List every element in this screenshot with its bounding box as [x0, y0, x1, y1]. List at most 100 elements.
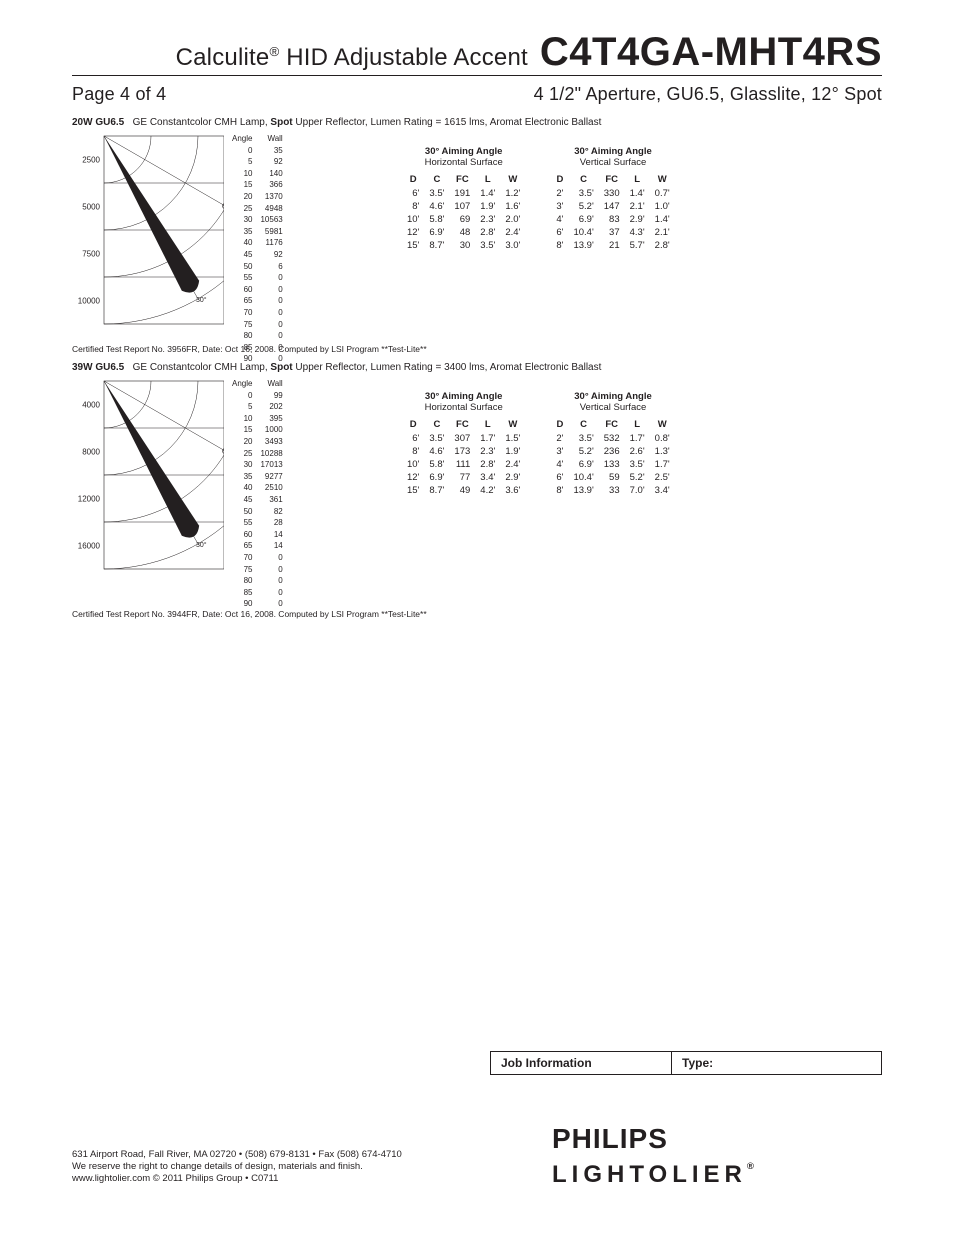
- data-cell: 37: [599, 226, 625, 239]
- data-cell: 2.8': [475, 226, 500, 239]
- svg-text:8000: 8000: [82, 448, 100, 457]
- aiming-title-v1: 30° Aiming Angle: [551, 146, 674, 157]
- angle-cell: 40: [232, 483, 258, 493]
- data-cell: 107: [449, 200, 475, 213]
- data-cell: 236: [599, 445, 625, 458]
- data-cell: 2.4': [500, 458, 525, 471]
- col-header: W: [650, 174, 675, 187]
- data-cell: 1.0': [650, 200, 675, 213]
- brand-block: PHILIPS LIGHTOLIER®: [552, 1123, 862, 1189]
- data-cell: 5.2': [625, 471, 650, 484]
- data-cell: 3': [551, 200, 568, 213]
- data-cell: 2.8': [650, 239, 675, 252]
- angle-header: Angle: [232, 134, 258, 144]
- wall-header: Wall: [260, 379, 288, 389]
- wall-cell: 0: [260, 576, 288, 586]
- angle-cell: 65: [232, 296, 258, 306]
- aiming-title-v2: 30° Aiming Angle: [551, 391, 674, 402]
- svg-text:10000: 10000: [78, 297, 101, 306]
- data-cell: 77: [449, 471, 475, 484]
- angle-cell: 40: [232, 238, 258, 248]
- col-header: W: [650, 419, 675, 432]
- wall-cell: 0: [260, 308, 288, 318]
- wall-cell: 82: [260, 507, 288, 517]
- data-cell: 6.9': [424, 471, 449, 484]
- page-number: Page 4 of 4: [72, 84, 166, 105]
- data-cell: 2.5': [650, 471, 675, 484]
- product-line: Calculite® HID Adjustable Accent: [176, 44, 528, 72]
- data-cell: 5.7': [625, 239, 650, 252]
- data-cell: 4': [551, 458, 568, 471]
- wall-cell: 0: [260, 285, 288, 295]
- data-cell: 2.9': [625, 213, 650, 226]
- data-cell: 48: [449, 226, 475, 239]
- table-row: 6'3.5'3071.7'1.5': [402, 432, 525, 445]
- data-cell: 147: [599, 200, 625, 213]
- aiming-tables-1: 30° Aiming Angle Horizontal Surface DCFC…: [402, 146, 675, 252]
- svg-text:16000: 16000: [78, 542, 101, 551]
- table-row: 4'6.9'832.9'1.4': [551, 213, 674, 226]
- angle-cell: 5: [232, 157, 258, 167]
- angle-cell: 50: [232, 262, 258, 272]
- footer: Job Information Type: 631 Airport Road, …: [72, 1149, 882, 1185]
- angle-cell: 70: [232, 553, 258, 563]
- svg-text:30°: 30°: [196, 541, 207, 549]
- data-cell: 49: [449, 484, 475, 497]
- angle-cell: 90: [232, 354, 258, 364]
- product-line-suffix: HID Adjustable Accent: [279, 44, 528, 71]
- data-cell: 1.6': [500, 200, 525, 213]
- section1-lamp: 20W GU6.5: [72, 117, 124, 128]
- data-cell: 12': [402, 226, 424, 239]
- angle-cell: 20: [232, 437, 258, 447]
- wall-cell: 9277: [260, 472, 288, 482]
- angle-cell: 0: [232, 146, 258, 156]
- data-cell: 1.7': [650, 458, 675, 471]
- data-cell: 3': [551, 445, 568, 458]
- wall-cell: 0: [260, 599, 288, 609]
- data-cell: 6': [402, 187, 424, 200]
- data-cell: 1.9': [500, 445, 525, 458]
- wall-cell: 395: [260, 414, 288, 424]
- col-header: C: [424, 419, 449, 432]
- data-cell: 4.3': [625, 226, 650, 239]
- data-cell: 2.1': [650, 226, 675, 239]
- table-row: 8'13.9'215.7'2.8': [551, 239, 674, 252]
- svg-text:60°: 60°: [222, 202, 224, 210]
- data-cell: 330: [599, 187, 625, 200]
- angle-cell: 45: [232, 250, 258, 260]
- data-cell: 4': [551, 213, 568, 226]
- wall-cell: 99: [260, 391, 288, 401]
- aiming-title-h1: 30° Aiming Angle: [402, 146, 525, 157]
- section2-footnote: Certified Test Report No. 3944FR, Date: …: [72, 609, 882, 619]
- data-cell: 2.9': [500, 471, 525, 484]
- data-cell: 3.5': [424, 432, 449, 445]
- svg-text:2500: 2500: [82, 156, 100, 165]
- wall-cell: 0: [260, 553, 288, 563]
- data-cell: 3.4': [475, 471, 500, 484]
- aiming-sub-h1: Horizontal Surface: [402, 157, 525, 168]
- data-cell: 3.0': [500, 239, 525, 252]
- angle-cell: 30: [232, 215, 258, 225]
- data-cell: 3.5': [475, 239, 500, 252]
- brand-lightolier: LIGHTOLIER®: [552, 1161, 862, 1189]
- angle-cell: 5: [232, 402, 258, 412]
- table-row: 12'6.9'482.8'2.4': [402, 226, 525, 239]
- angle-cell: 70: [232, 308, 258, 318]
- col-header: L: [625, 174, 650, 187]
- data-cell: 307: [449, 432, 475, 445]
- polar-plot-2: 40008000120001600030°60°: [72, 377, 224, 592]
- svg-text:5000: 5000: [82, 203, 100, 212]
- col-header: D: [551, 419, 568, 432]
- table-row: 6'10.4'374.3'2.1': [551, 226, 674, 239]
- wall-cell: 10288: [260, 449, 288, 459]
- table-row: 2'3.5'3301.4'0.7': [551, 187, 674, 200]
- footer-addr1: 631 Airport Road, Fall River, MA 02720 •…: [72, 1149, 452, 1161]
- table-row: 10'5.8'692.3'2.0': [402, 213, 525, 226]
- wall-cell: 10563: [260, 215, 288, 225]
- data-cell: 2.3': [475, 213, 500, 226]
- data-cell: 1.9': [475, 200, 500, 213]
- data-cell: 4.2': [475, 484, 500, 497]
- wall-cell: 14: [260, 541, 288, 551]
- angle-cell: 90: [232, 599, 258, 609]
- col-header: FC: [449, 419, 475, 432]
